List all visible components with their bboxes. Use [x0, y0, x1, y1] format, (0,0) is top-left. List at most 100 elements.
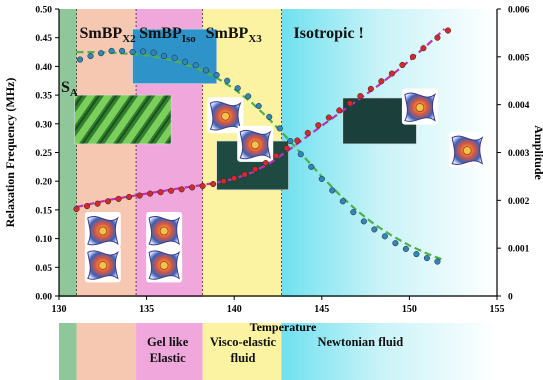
point-s0-9 — [171, 54, 178, 61]
structure-4-core — [159, 261, 169, 270]
point-s1-25 — [336, 107, 343, 114]
point-s1-8 — [157, 189, 164, 196]
structure-2-core — [98, 261, 108, 270]
point-s1-15 — [231, 175, 238, 182]
data-points — [73, 27, 451, 265]
x-axis-label: Temperature — [250, 320, 317, 334]
x-tick-label-5: 155 — [490, 304, 505, 315]
point-s0-26 — [350, 209, 357, 216]
point-s1-13 — [210, 181, 217, 188]
y-tick-label-10: 0.50 — [35, 6, 52, 16]
y2-tick-label-2: 0.002 — [508, 197, 530, 207]
regime-bands: Gel like Elastic Visco-elastic fluid Newtoni… — [147, 335, 403, 365]
point-s1-12 — [199, 182, 206, 190]
phase-band-0 — [59, 9, 77, 380]
point-s1-7 — [147, 190, 154, 197]
structure-6 — [237, 125, 274, 162]
y-tick-label-9: 0.45 — [35, 34, 52, 44]
point-s1-31 — [399, 61, 406, 69]
y-tick-label-4: 0.20 — [35, 178, 52, 188]
point-s1-18 — [262, 159, 269, 167]
structure-3-core — [159, 226, 169, 236]
y-tick-label-7: 0.35 — [35, 92, 52, 102]
regime-label-1-1: fluid — [230, 351, 255, 365]
point-s0-17 — [255, 102, 262, 110]
y2-tick-label-0: 0 — [508, 293, 513, 303]
point-s0-25 — [339, 198, 346, 205]
point-s1-1 — [83, 203, 91, 210]
point-s1-11 — [189, 184, 196, 191]
structure-8-core — [462, 146, 472, 156]
point-s0-23 — [318, 175, 325, 182]
point-s0-30 — [392, 240, 399, 247]
structure-4 — [146, 246, 183, 283]
y-tick-label-8: 0.40 — [35, 63, 52, 73]
phase-label-4: Isotropic ! — [294, 25, 364, 42]
point-s1-19 — [273, 152, 280, 159]
point-s0-6 — [140, 48, 147, 55]
point-s1-0 — [73, 205, 80, 212]
y-tick-label-2: 0.10 — [35, 235, 52, 245]
x-tick-label-1: 135 — [139, 304, 154, 315]
point-s1-22 — [304, 129, 311, 136]
y-tick-label-5: 0.25 — [35, 149, 52, 159]
structure-7 — [401, 88, 438, 125]
point-s1-32 — [409, 53, 416, 60]
point-s0-15 — [234, 85, 241, 92]
y-axis-label: Relaxation Frequency (MHz) — [3, 78, 17, 228]
point-s0-0 — [76, 56, 84, 63]
texture-overlays — [74, 28, 486, 283]
point-s0-14 — [224, 77, 231, 84]
x-tick-label-3: 145 — [314, 304, 329, 315]
point-s0-16 — [245, 93, 252, 100]
phase-label-1: SmBPX2 — [80, 25, 137, 45]
fit-line-0 — [76, 51, 445, 262]
point-s1-26 — [346, 100, 353, 107]
point-s1-23 — [315, 122, 322, 129]
point-s0-29 — [381, 233, 388, 240]
y2-tick-label-1: 0.001 — [508, 245, 530, 255]
point-s0-22 — [308, 163, 315, 170]
point-s1-27 — [357, 93, 364, 100]
point-s0-2 — [97, 50, 105, 57]
phase-label-3: SmBPX3 — [206, 25, 263, 45]
phase-label-2: SmBPIso — [139, 25, 196, 45]
point-s1-6 — [136, 192, 143, 199]
point-s0-3 — [108, 47, 115, 54]
point-s0-13 — [213, 71, 220, 79]
structure-5-core — [221, 111, 230, 121]
y2-tick-label-4: 0.004 — [508, 101, 530, 111]
x-tick-label-0: 130 — [52, 304, 67, 315]
y2-tick-label-3: 0.003 — [508, 149, 530, 159]
regime-label-0-1: Elastic — [150, 351, 187, 365]
y-tick-label-3: 0.15 — [35, 206, 52, 216]
structure-1-core — [98, 226, 108, 236]
point-s1-5 — [126, 193, 133, 201]
point-s0-1 — [87, 53, 94, 60]
structure-1 — [84, 211, 121, 248]
point-s1-9 — [168, 187, 175, 194]
point-s1-28 — [367, 85, 374, 92]
y-tick-label-6: 0.30 — [35, 120, 52, 130]
chart-labels: SA SmBPX2 SmBPIso SmBPX3 Isotropic ! Temperat… — [3, 25, 543, 334]
phase-label-0: SA — [61, 79, 78, 99]
point-s0-33 — [423, 255, 430, 262]
point-s1-14 — [220, 178, 227, 185]
point-s1-21 — [294, 137, 301, 144]
point-s0-5 — [129, 49, 136, 56]
point-s1-10 — [178, 186, 185, 193]
point-s0-21 — [297, 151, 304, 158]
point-s0-4 — [119, 47, 126, 54]
y2-tick-label-5: 0.005 — [508, 53, 530, 63]
point-s0-31 — [402, 245, 409, 252]
structure-5 — [207, 97, 244, 134]
point-s1-4 — [115, 195, 122, 202]
x-tick-label-4: 150 — [402, 304, 417, 315]
structure-6-core — [250, 140, 260, 150]
axis-label-strip — [0, 297, 543, 323]
point-s1-35 — [444, 27, 451, 34]
phase-band-1 — [76, 9, 137, 380]
regime-label-2-0: Newtonian fluid — [317, 335, 403, 349]
point-s1-2 — [94, 200, 101, 207]
